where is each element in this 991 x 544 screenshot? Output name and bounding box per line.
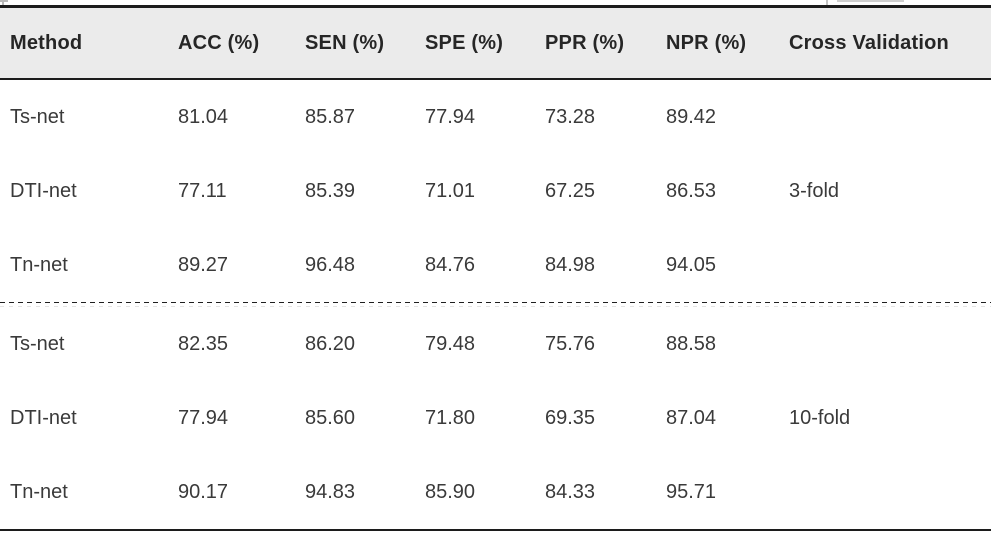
column-header-cross-validation: Cross Validation [789,31,949,54]
value-cell: 96.48 [305,253,356,276]
value-cell: 95.71 [666,480,717,503]
value-cell: 88.58 [666,332,717,355]
cross-validation-cell: 3-fold [789,179,840,202]
top-left-handle-artifact [0,0,8,2]
value-cell: 82.35 [178,332,229,355]
method-cell: Tn-net [10,253,68,276]
top-right-handle-artifact [826,0,828,6]
method-cell: DTI-net [10,406,77,429]
value-cell: 77.94 [425,105,476,128]
value-cell: 89.42 [666,105,717,128]
value-cell: 69.35 [545,406,596,429]
value-cell: 84.76 [425,253,476,276]
value-cell: 73.28 [545,105,596,128]
column-header-method: Method [10,31,83,54]
method-cell: Tn-net [10,480,68,503]
column-header-npr: NPR (%) [666,31,747,54]
column-header-acc: ACC (%) [178,31,260,54]
table-body: Ts-net 81.04 85.87 77.94 73.28 89.42 DTI-net 77… [0,80,991,531]
table-row: DTI-net 77.94 85.60 71.80 69.35 87.04 10-fold [0,381,991,455]
dashed-section-divider [0,302,991,303]
table-row: Tn-net 90.17 94.83 85.90 84.33 95.71 [0,455,991,529]
column-header-sen: SEN (%) [305,31,385,54]
value-cell: 85.39 [305,179,356,202]
table-row: DTI-net 77.11 85.39 71.01 67.25 86.53 3-fold [0,154,991,228]
value-cell: 67.25 [545,179,596,202]
table-bottom-rule [0,529,991,531]
dashed-divider-shadow [0,306,991,307]
value-cell: 87.04 [666,406,717,429]
column-header-ppr: PPR (%) [545,31,625,54]
value-cell: 71.80 [425,406,476,429]
table-row: Ts-net 82.35 86.20 79.48 75.76 88.58 [0,307,991,381]
value-cell: 77.94 [178,406,229,429]
method-cell: Ts-net [10,332,65,355]
value-cell: 85.87 [305,105,356,128]
value-cell: 79.48 [425,332,476,355]
results-table: Method ACC (%) SEN (%) SPE (%) PPR (%) N… [0,5,991,531]
value-cell: 94.05 [666,253,717,276]
top-right-handle-artifact [837,0,904,2]
value-cell: 86.53 [666,179,717,202]
table-row: Tn-net 89.27 96.48 84.76 84.98 94.05 [0,228,991,302]
value-cell: 89.27 [178,253,229,276]
value-cell: 77.11 [178,179,227,202]
value-cell: 84.98 [545,253,596,276]
value-cell: 85.90 [425,480,476,503]
table-header-row: Method ACC (%) SEN (%) SPE (%) PPR (%) N… [0,5,991,80]
value-cell: 81.04 [178,105,229,128]
table-row: Ts-net 81.04 85.87 77.94 73.28 89.42 [0,80,991,154]
value-cell: 86.20 [305,332,356,355]
value-cell: 94.83 [305,480,356,503]
value-cell: 75.76 [545,332,596,355]
column-header-spe: SPE (%) [425,31,504,54]
method-cell: Ts-net [10,105,65,128]
method-cell: DTI-net [10,179,77,202]
cross-validation-cell: 10-fold [789,406,851,429]
value-cell: 71.01 [425,179,476,202]
value-cell: 85.60 [305,406,356,429]
value-cell: 90.17 [178,480,229,503]
value-cell: 84.33 [545,480,596,503]
